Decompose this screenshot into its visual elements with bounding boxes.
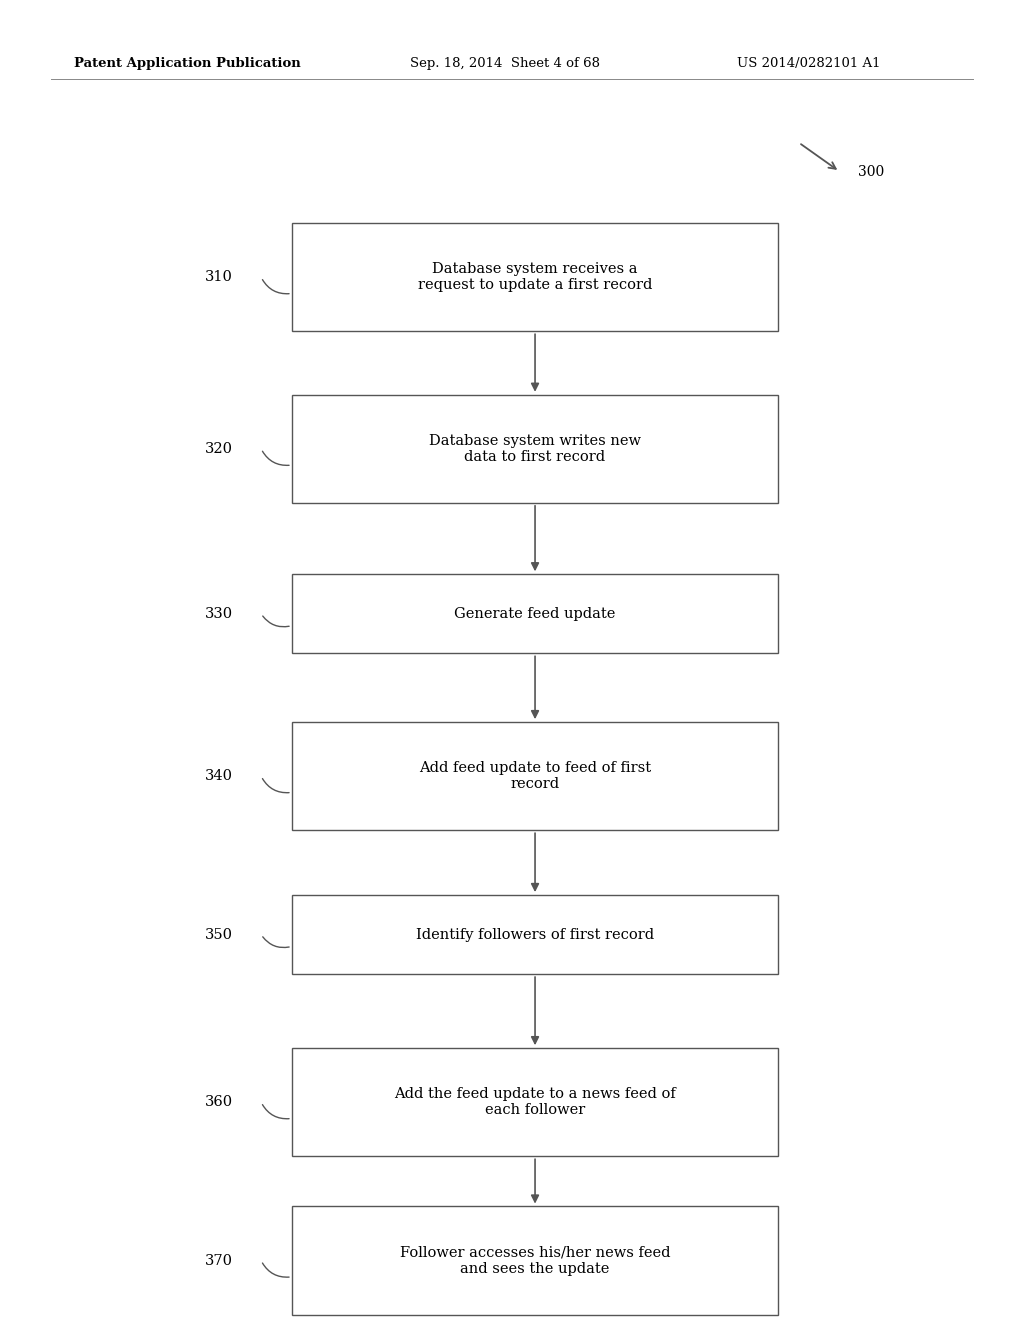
Text: Generate feed update: Generate feed update <box>455 607 615 620</box>
FancyBboxPatch shape <box>292 223 778 331</box>
Text: 350: 350 <box>205 928 232 941</box>
Text: Add the feed update to a news feed of
each follower: Add the feed update to a news feed of ea… <box>394 1088 676 1117</box>
Text: Database system receives a
request to update a first record: Database system receives a request to up… <box>418 263 652 292</box>
FancyBboxPatch shape <box>292 1206 778 1315</box>
FancyBboxPatch shape <box>292 395 778 503</box>
Text: 310: 310 <box>205 271 232 284</box>
FancyBboxPatch shape <box>292 1048 778 1156</box>
Text: US 2014/0282101 A1: US 2014/0282101 A1 <box>737 57 881 70</box>
Text: 300: 300 <box>858 165 885 178</box>
Text: Patent Application Publication: Patent Application Publication <box>74 57 300 70</box>
FancyBboxPatch shape <box>292 722 778 830</box>
Text: 370: 370 <box>205 1254 232 1267</box>
Text: Identify followers of first record: Identify followers of first record <box>416 928 654 941</box>
Text: 320: 320 <box>205 442 232 455</box>
Text: Follower accesses his/her news feed
and sees the update: Follower accesses his/her news feed and … <box>399 1246 671 1275</box>
Text: Sep. 18, 2014  Sheet 4 of 68: Sep. 18, 2014 Sheet 4 of 68 <box>410 57 600 70</box>
FancyBboxPatch shape <box>292 574 778 653</box>
FancyBboxPatch shape <box>292 895 778 974</box>
Text: 340: 340 <box>205 770 232 783</box>
Text: 330: 330 <box>205 607 232 620</box>
Text: Add feed update to feed of first
record: Add feed update to feed of first record <box>419 762 651 791</box>
Text: 360: 360 <box>205 1096 232 1109</box>
Text: Database system writes new
data to first record: Database system writes new data to first… <box>429 434 641 463</box>
